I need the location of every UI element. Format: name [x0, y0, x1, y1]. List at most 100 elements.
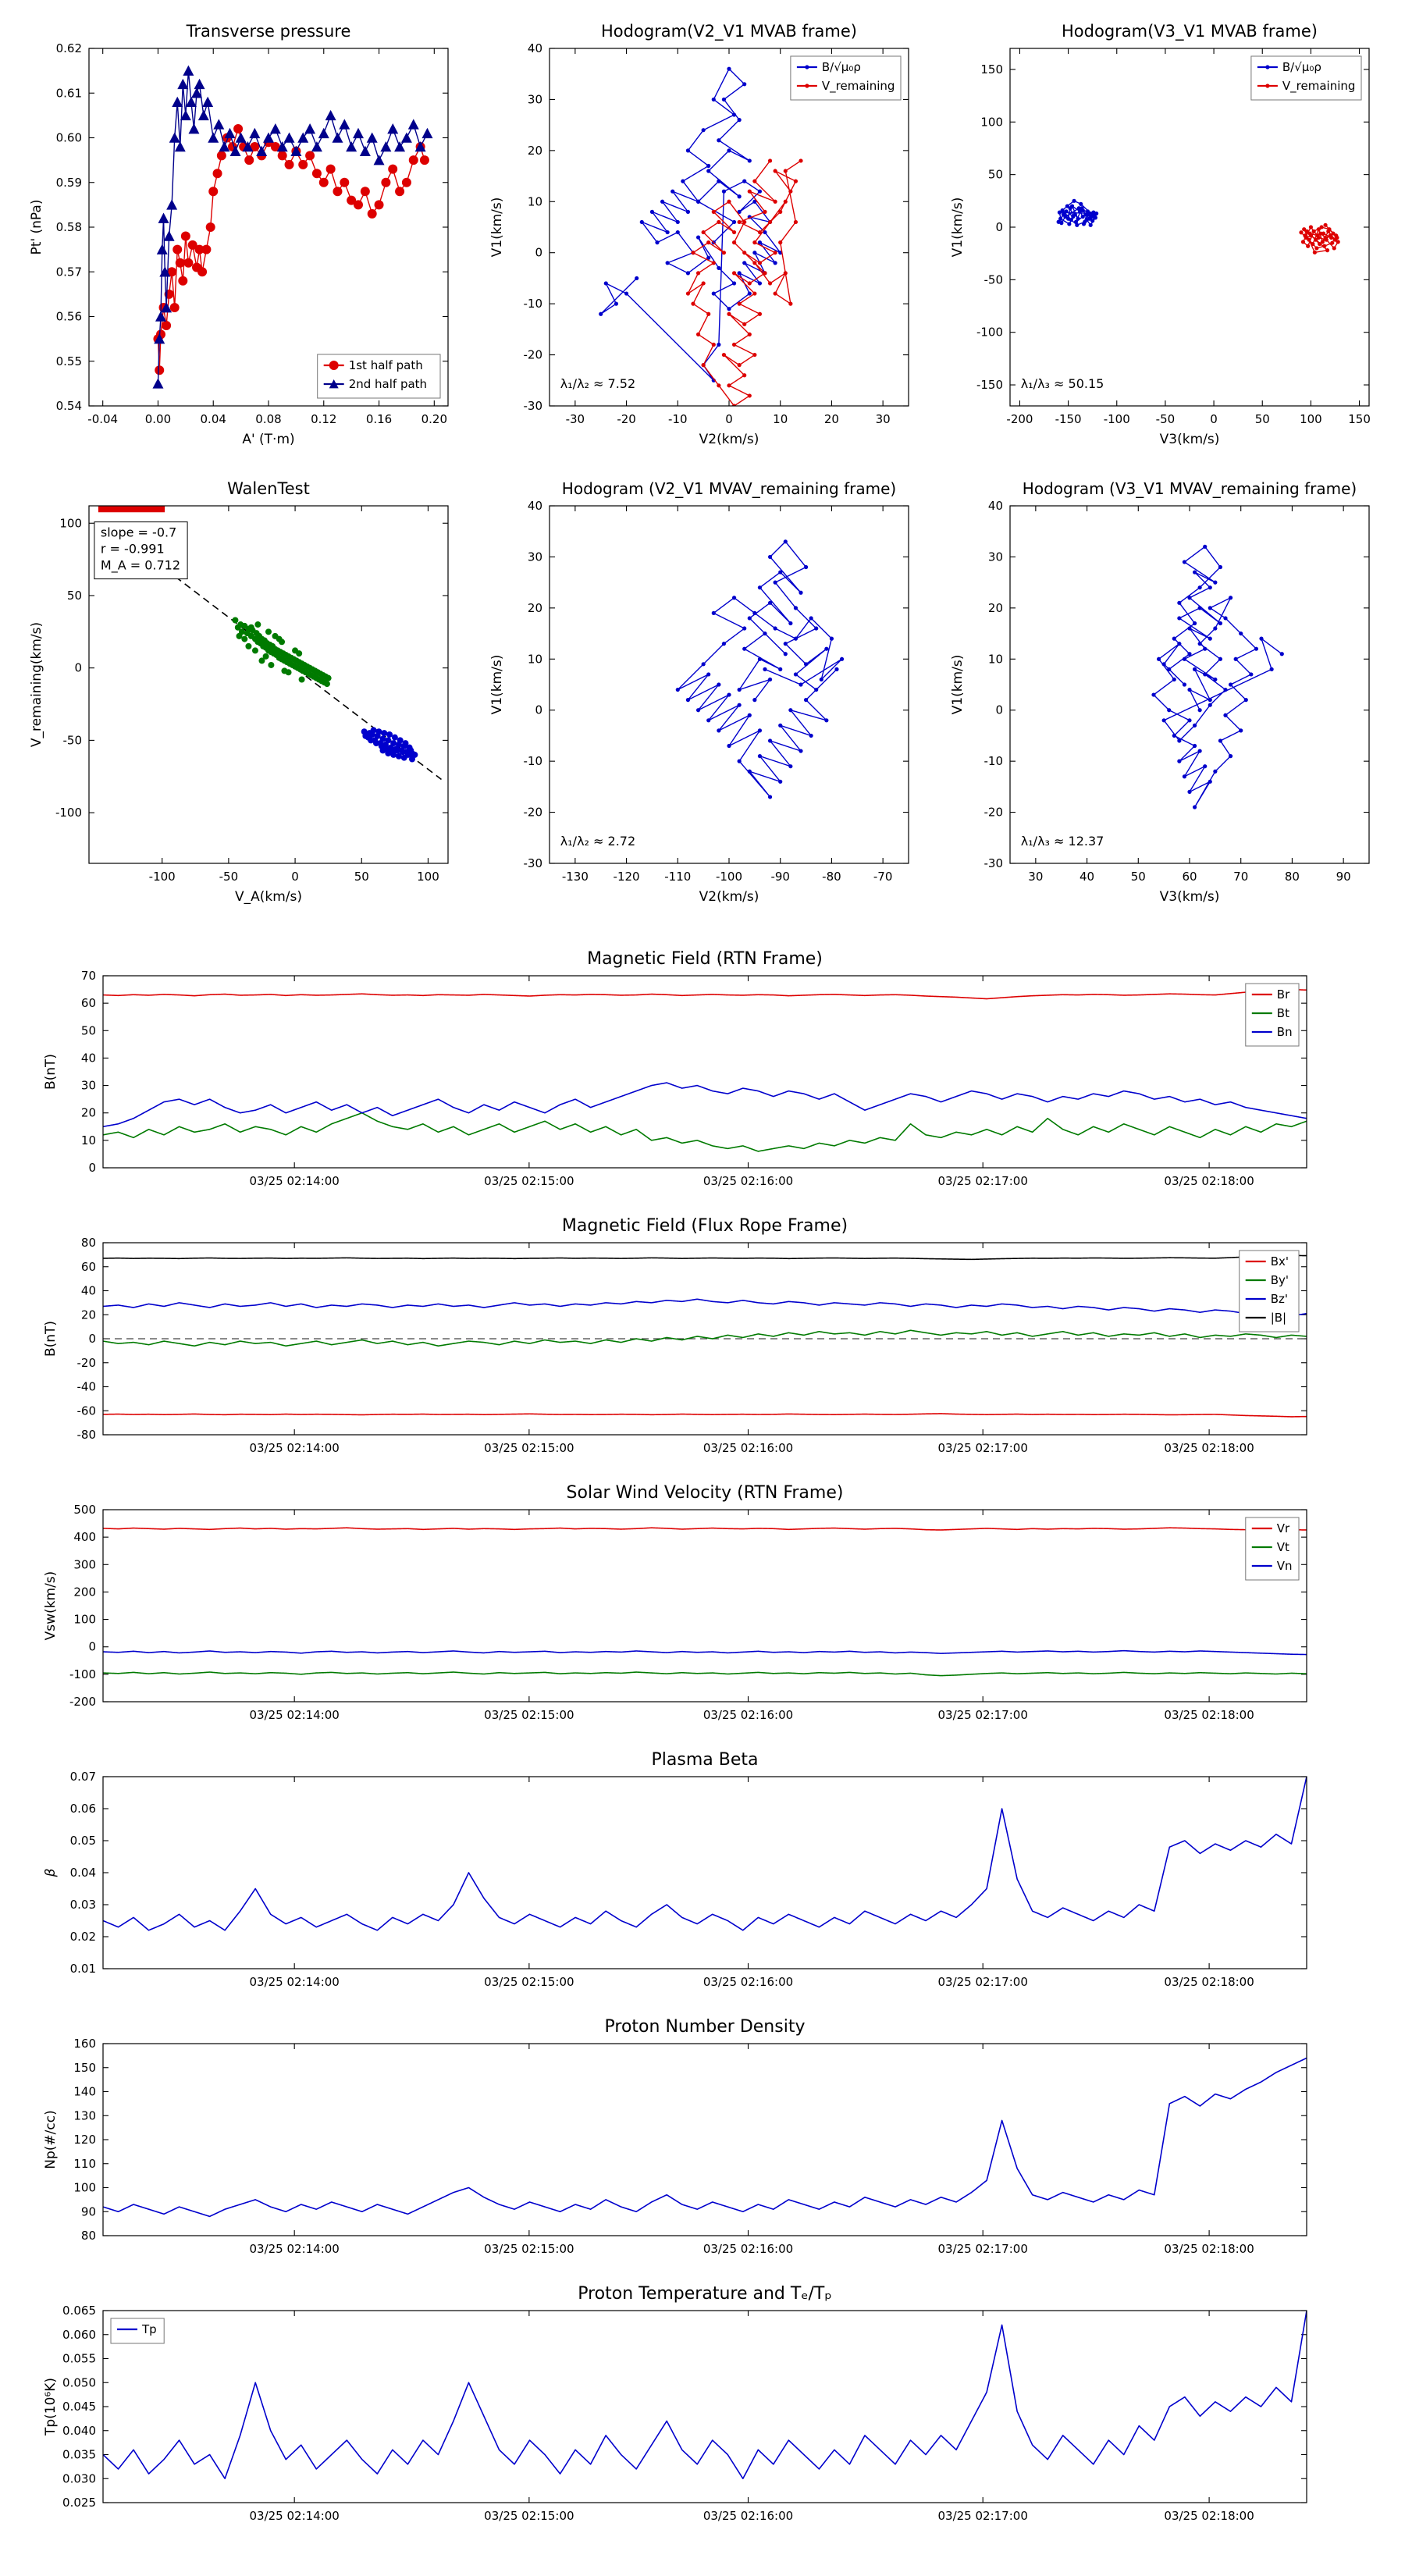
svg-text:03/25 02:16:00: 03/25 02:16:00: [703, 1975, 793, 1989]
hodo-v2v1-mvab-svg: Hodogram(V2_V1 MVAB frame) -30 -20 -10 0 10 20…: [489, 22, 909, 447]
svg-text:0: 0: [88, 1640, 96, 1654]
svg-text:Magnetic Field (RTN Frame): Magnetic Field (RTN Frame): [587, 949, 823, 969]
pt-pressure-svg: Transverse pressure -0.04 0.00 0.04 0.08 0.12…: [29, 22, 449, 447]
svg-text:-100: -100: [149, 870, 176, 884]
svg-text:0.030: 0.030: [62, 2471, 96, 2485]
svg-text:V_remaining: V_remaining: [822, 79, 895, 94]
svg-text:0.00: 0.00: [145, 412, 171, 426]
svg-text:0.035: 0.035: [62, 2448, 96, 2462]
svg-text:0: 0: [535, 703, 542, 717]
svg-text:-40: -40: [77, 1380, 97, 1394]
hodogram-v3v1-mvab-panel: Hodogram(V3_V1 MVAB frame) -200 -150 -100 -5…: [944, 14, 1382, 451]
svg-text:0.040: 0.040: [62, 2424, 96, 2438]
svg-text:20: 20: [824, 412, 839, 426]
svg-text:03/25 02:18:00: 03/25 02:18:00: [1164, 2242, 1254, 2256]
svg-text:40: 40: [81, 1051, 96, 1065]
svg-text:03/25 02:14:00: 03/25 02:14:00: [249, 2242, 339, 2256]
svg-text:80: 80: [81, 1236, 96, 1250]
transverse-pressure-panel: Transverse pressure -0.04 0.00 0.04 0.08 0.12…: [23, 14, 461, 451]
svg-text:-100: -100: [716, 870, 742, 884]
svg-text:-50: -50: [63, 733, 83, 747]
svg-text:0.03: 0.03: [70, 1898, 96, 1912]
svg-text:0.20: 0.20: [422, 412, 447, 426]
svg-text:03/25 02:15:00: 03/25 02:15:00: [484, 2509, 574, 2523]
svg-text:V1(km/s): V1(km/s): [489, 655, 505, 715]
svg-text:50: 50: [1255, 412, 1270, 426]
svg-text:0.055: 0.055: [62, 2352, 96, 2366]
svg-text:100: 100: [73, 2181, 96, 2195]
svg-text:60: 60: [1182, 870, 1197, 884]
svg-text:WalenTest: WalenTest: [227, 479, 310, 498]
svg-text:200: 200: [73, 1585, 96, 1599]
svg-text:B(nT): B(nT): [43, 1321, 59, 1357]
svg-text:-200: -200: [1006, 412, 1033, 426]
svg-text:-20: -20: [524, 806, 543, 820]
svg-text:Proton Temperature and Tₑ/Tₚ: Proton Temperature and Tₑ/Tₚ: [578, 2284, 832, 2304]
svg-text:0.55: 0.55: [56, 354, 82, 368]
svg-text:100: 100: [417, 870, 439, 884]
svg-text:03/25 02:17:00: 03/25 02:17:00: [938, 1441, 1028, 1455]
row-top: Transverse pressure -0.04 0.00 0.04 0.08 0.12…: [0, 14, 1405, 451]
magnetic-field-rtn-panel: Magnetic Field (RTN Frame) 03/25 02:14:00…: [16, 943, 1389, 1205]
proton-number-density-panel: Proton Number Density 03/25 02:14:00 03/25…: [16, 2011, 1389, 2273]
svg-text:30: 30: [528, 550, 542, 564]
svg-text:λ₁/λ₃ ≈ 12.37: λ₁/λ₃ ≈ 12.37: [1021, 834, 1104, 849]
svg-text:0.16: 0.16: [366, 412, 392, 426]
row-middle: WalenTest -100 -50 0 50 100 -100 -50 0 50 100 V_A(k…: [0, 471, 1405, 909]
svg-text:Magnetic Field (Flux Rope Fram: Magnetic Field (Flux Rope Frame): [562, 1216, 848, 1236]
svg-text:-20: -20: [524, 348, 543, 362]
svg-text:-20: -20: [77, 1356, 97, 1370]
svg-text:Np(#/cc): Np(#/cc): [43, 2110, 59, 2169]
svg-text:-100: -100: [976, 326, 1003, 340]
tp-svg: Proton Temperature and Tₑ/Tₚ 03/25 02:14:…: [43, 2284, 1307, 2523]
svg-text:-100: -100: [1104, 412, 1130, 426]
svg-text:0.12: 0.12: [311, 412, 336, 426]
plasma-beta-panel: Plasma Beta 03/25 02:14:00 03/25 02:15:00 0…: [16, 1744, 1389, 2006]
svg-text:0.06: 0.06: [70, 1802, 96, 1816]
svg-text:Hodogram (V3_V1 MVAV_remaining: Hodogram (V3_V1 MVAV_remaining frame): [1023, 479, 1357, 498]
svg-text:20: 20: [988, 601, 1003, 615]
svg-text:Bt: Bt: [1277, 1006, 1289, 1020]
svg-text:03/25 02:17:00: 03/25 02:17:00: [938, 1708, 1028, 1722]
svg-text:V_A(km/s): V_A(km/s): [235, 889, 302, 905]
svg-text:300: 300: [73, 1557, 96, 1571]
svg-text:r = -0.991: r = -0.991: [101, 542, 165, 557]
svg-text:-100: -100: [55, 806, 82, 820]
svg-text:40: 40: [528, 499, 542, 513]
svg-text:0.02: 0.02: [70, 1930, 96, 1944]
walen-test-panel: WalenTest -100 -50 0 50 100 -100 -50 0 50 100 V_A(k…: [23, 471, 461, 909]
svg-text:140: 140: [73, 2085, 96, 2099]
svg-text:B/√μ₀ρ: B/√μ₀ρ: [1282, 60, 1321, 74]
svg-text:100: 100: [980, 115, 1003, 129]
svg-text:-30: -30: [524, 399, 543, 413]
svg-text:10: 10: [773, 412, 788, 426]
svg-text:30: 30: [81, 1079, 96, 1093]
svg-text:By': By': [1271, 1273, 1289, 1287]
svg-text:Hodogram(V3_V1 MVAB frame): Hodogram(V3_V1 MVAB frame): [1062, 22, 1318, 41]
svg-text:2nd half path: 2nd half path: [349, 377, 427, 391]
svg-text:0.60: 0.60: [56, 131, 82, 145]
solar-wind-velocity-panel: Solar Wind Velocity (RTN Frame) 03/25 02:…: [16, 1477, 1389, 1739]
hodo-v3v1-mvab-svg: Hodogram(V3_V1 MVAB frame) -200 -150 -100 -5…: [950, 22, 1371, 447]
svg-text:-70: -70: [873, 870, 893, 884]
svg-text:0.04: 0.04: [70, 1866, 96, 1880]
svg-text:80: 80: [1285, 870, 1300, 884]
svg-text:90: 90: [1336, 870, 1351, 884]
svg-text:10: 10: [988, 652, 1003, 666]
svg-text:Vn: Vn: [1277, 1559, 1293, 1573]
svg-text:Tp: Tp: [141, 2322, 157, 2336]
svg-text:10: 10: [528, 194, 542, 208]
svg-text:60: 60: [81, 996, 96, 1010]
svg-text:-30: -30: [524, 856, 543, 870]
svg-text:Vt: Vt: [1277, 1540, 1289, 1554]
svg-text:β: β: [43, 1868, 59, 1877]
svg-text:V1(km/s): V1(km/s): [950, 197, 966, 258]
svg-text:-80: -80: [822, 870, 841, 884]
svg-text:0: 0: [995, 220, 1003, 234]
np-svg: Proton Number Density 03/25 02:14:00 03/25…: [43, 2017, 1307, 2256]
svg-text:-200: -200: [69, 1695, 96, 1709]
svg-text:Vr: Vr: [1277, 1521, 1290, 1535]
svg-text:0.08: 0.08: [255, 412, 281, 426]
svg-text:Pt' (nPa): Pt' (nPa): [29, 200, 44, 255]
